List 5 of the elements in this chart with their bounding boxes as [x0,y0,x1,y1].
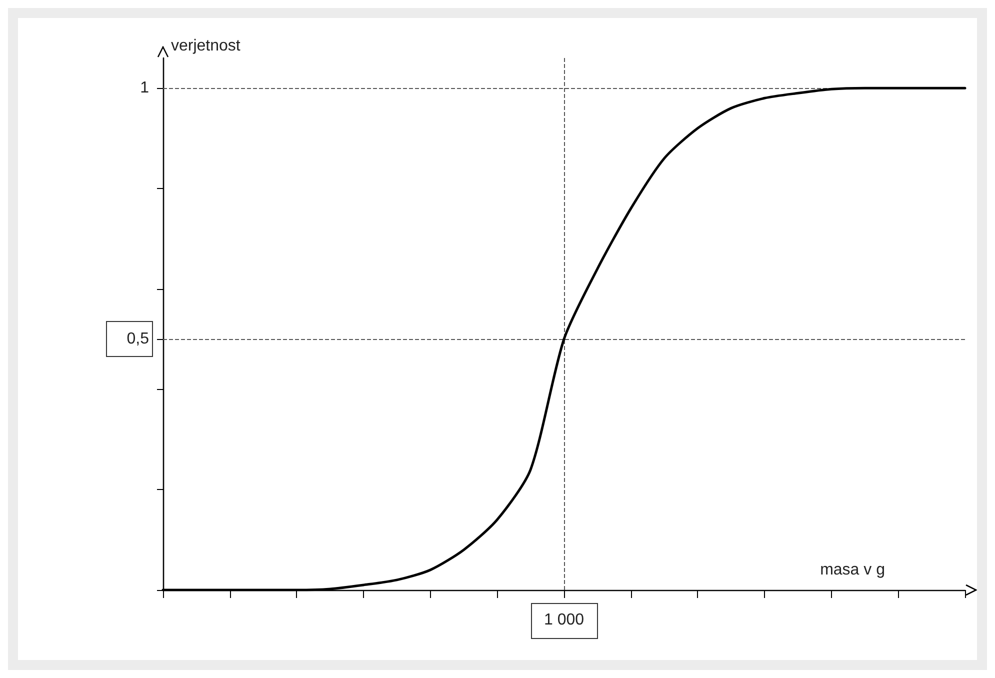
y-tick-label: 1 [140,80,150,97]
x-tick-label: 1 000 [544,612,584,628]
y-tick-label: 0,5 [126,330,150,348]
x-axis-title: masa v g [820,562,885,578]
y-axis-title: verjetnost [171,38,241,54]
